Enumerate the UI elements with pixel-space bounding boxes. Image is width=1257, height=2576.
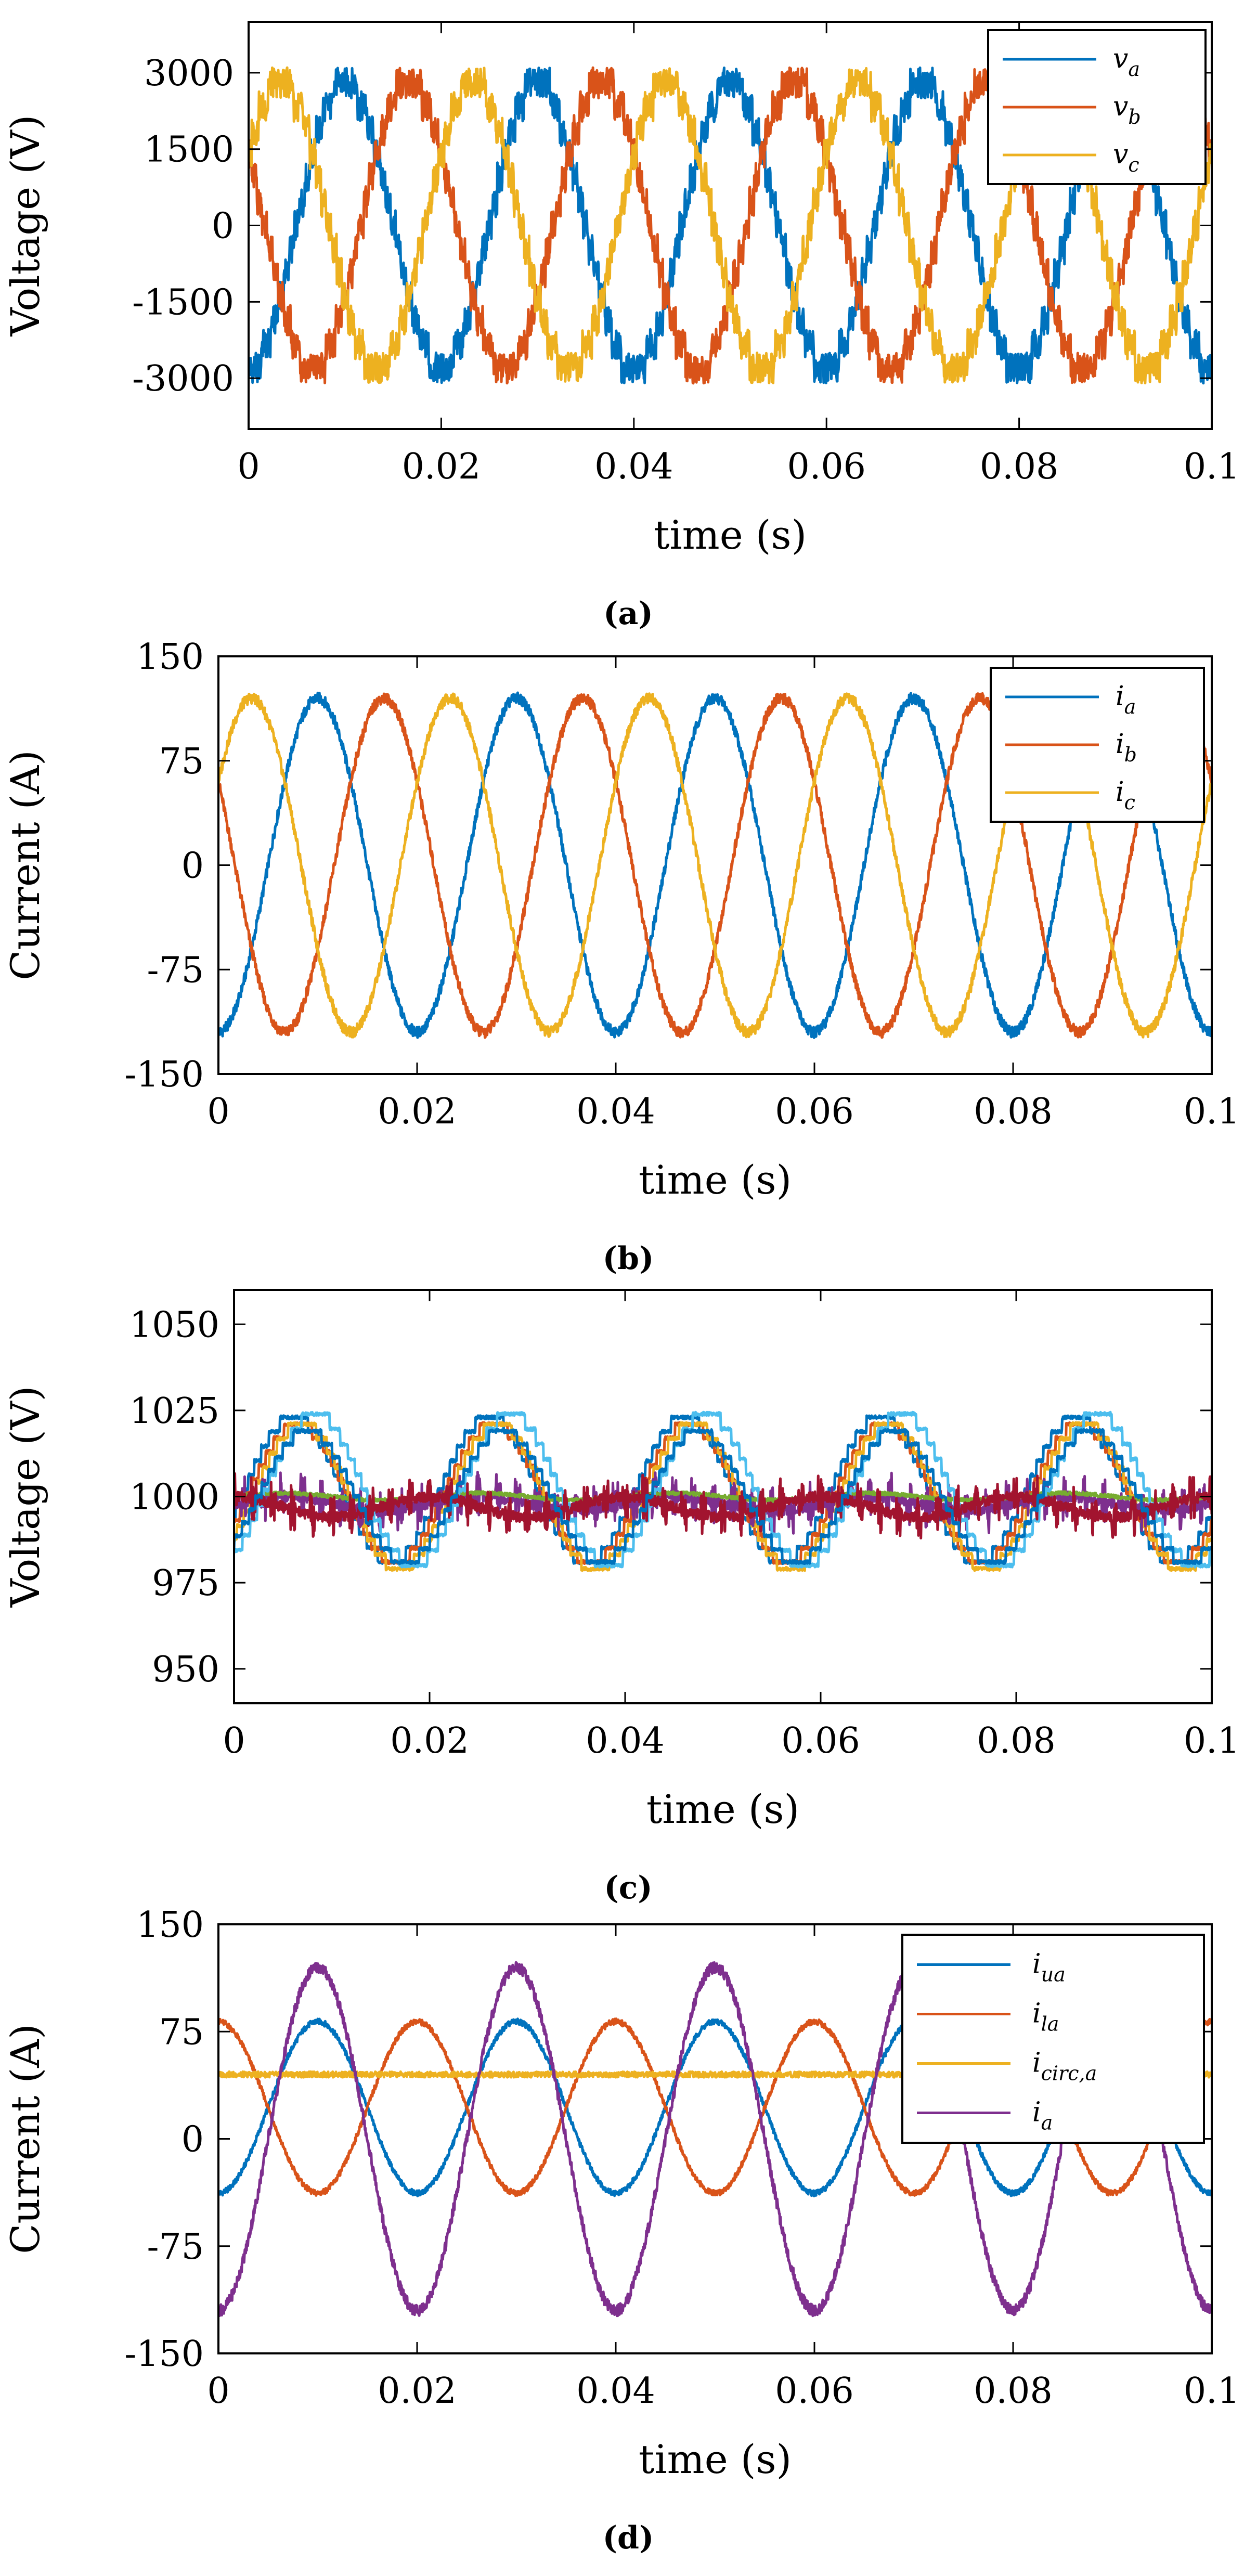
y-tick-label: 1500 <box>144 130 234 171</box>
y-tick-label: 3000 <box>144 53 234 94</box>
x-axis-label: time (s) <box>639 1157 792 1203</box>
x-tick-label: 0.02 <box>390 1720 469 1762</box>
x-axis-label: time (s) <box>639 2436 792 2482</box>
y-tick-label: 75 <box>159 2012 204 2053</box>
legend-entry-v_b: vb <box>1113 91 1141 128</box>
x-tick-label: 0 <box>237 446 260 487</box>
legend-entry-i_b: ib <box>1116 729 1137 766</box>
x-tick-label: 0.04 <box>586 1720 664 1762</box>
x-tick-label: 0.1 <box>1184 2371 1240 2412</box>
x-tick-label: 0.08 <box>977 1720 1055 1762</box>
y-tick-label: 0 <box>212 206 234 247</box>
legend-entry-i_ua: iua <box>1032 1949 1066 1986</box>
y-axis-label: Voltage (V) <box>2 1386 48 1608</box>
legend-entry-i_c: ic <box>1116 776 1135 814</box>
panel-caption: (d) <box>603 2520 654 2556</box>
panel-d-arm-current-chart: 0 0.02 0.04 0.06 0.08 0.1 150 75 0 -75 -150 time (s… <box>2 1905 1240 2556</box>
x-tick-label: 0.08 <box>974 2371 1052 2412</box>
y-tick-label: -3000 <box>132 358 234 399</box>
y-tick-label: -75 <box>147 2227 204 2268</box>
y-tick-label: 950 <box>152 1649 219 1690</box>
x-tick-label: 0 <box>207 1091 229 1132</box>
legend-box <box>901 1934 1205 2144</box>
x-tick-label: 0.04 <box>576 1091 655 1132</box>
x-tick-label: 0.1 <box>1184 1720 1240 1762</box>
x-tick-label: 0 <box>223 1720 245 1762</box>
x-tick-label: 0.02 <box>378 2371 456 2412</box>
panel-a-voltage-chart: 0 0.02 0.04 0.06 0.08 0.1 3000 1500 0 -1500 -3000 t… <box>2 21 1240 632</box>
legend: iua ila icirc,a ia <box>901 1934 1205 2144</box>
y-axis-label: Current (A) <box>2 2024 48 2254</box>
x-axis-label: time (s) <box>646 1786 799 1832</box>
panel-b-current-chart: 0 0.02 0.04 0.06 0.08 0.1 150 75 0 -75 -150 time (s… <box>2 637 1240 1277</box>
series-line-cap-5 <box>234 1490 1212 1503</box>
x-tick-label: 0.08 <box>980 446 1058 487</box>
y-tick-label: 150 <box>136 1905 204 1946</box>
series-line-cap-6 <box>234 1410 1212 1569</box>
x-tick-label: 0.02 <box>402 446 481 487</box>
legend-entry-i_a: ia <box>1116 681 1136 718</box>
x-tick-label: 0.06 <box>781 1720 860 1762</box>
y-tick-label: -75 <box>147 950 204 991</box>
y-tick-label: 0 <box>182 2119 204 2160</box>
y-tick-label: 0 <box>182 846 204 887</box>
x-tick-label: 0.1 <box>1184 446 1240 487</box>
series-line-cap-7 <box>234 1472 1212 1539</box>
x-tick-label: 0.04 <box>594 446 673 487</box>
panel-caption: (c) <box>604 1870 652 1906</box>
x-tick-label: 0.08 <box>974 1091 1052 1132</box>
x-tick-label: 0 <box>207 2371 229 2412</box>
y-tick-label: -150 <box>124 1054 204 1095</box>
legend-entry-i_circ,a: icirc,a <box>1032 2048 1097 2085</box>
panel-c-capacitor-voltage-chart: 0 0.02 0.04 0.06 0.08 0.1 1050 1025 1000 975 950 ti… <box>2 1289 1240 1906</box>
y-tick-label: 1025 <box>129 1391 219 1432</box>
legend: va vb vc <box>987 29 1207 185</box>
x-axis-label: time (s) <box>654 512 807 558</box>
legend-entry-v_c: vc <box>1113 139 1139 176</box>
y-axis-label: Voltage (V) <box>2 115 48 337</box>
y-tick-label: -150 <box>124 2334 204 2375</box>
y-tick-label: 75 <box>159 741 204 782</box>
series-line-i_a <box>218 1961 1212 2318</box>
x-tick-label: 0.02 <box>378 1091 456 1132</box>
legend-entry-i_la: ila <box>1032 1998 1059 2036</box>
x-tick-label: 0.04 <box>576 2371 655 2412</box>
x-tick-label: 0.06 <box>787 446 865 487</box>
x-tick-label: 0.1 <box>1184 1091 1240 1132</box>
series-group <box>234 1410 1212 1572</box>
panel-caption: (a) <box>603 596 653 632</box>
series-line-cap-8 <box>234 1428 1212 1565</box>
x-tick-label: 0.06 <box>775 1091 853 1132</box>
legend: ia ib ic <box>990 667 1205 823</box>
y-tick-label: -1500 <box>132 282 234 323</box>
y-tick-label: 150 <box>136 637 204 678</box>
legend-entry-i_a: ia <box>1032 2097 1053 2134</box>
y-tick-label: 1050 <box>129 1304 219 1345</box>
y-axis-label: Current (A) <box>2 750 48 980</box>
series-line-i_ua <box>218 2017 1212 2197</box>
y-tick-label: 1000 <box>129 1477 219 1518</box>
legend-entry-v_a: va <box>1113 43 1140 81</box>
x-tick-label: 0.06 <box>775 2371 853 2412</box>
panel-caption: (b) <box>603 1240 654 1277</box>
y-tick-label: 975 <box>152 1563 219 1604</box>
